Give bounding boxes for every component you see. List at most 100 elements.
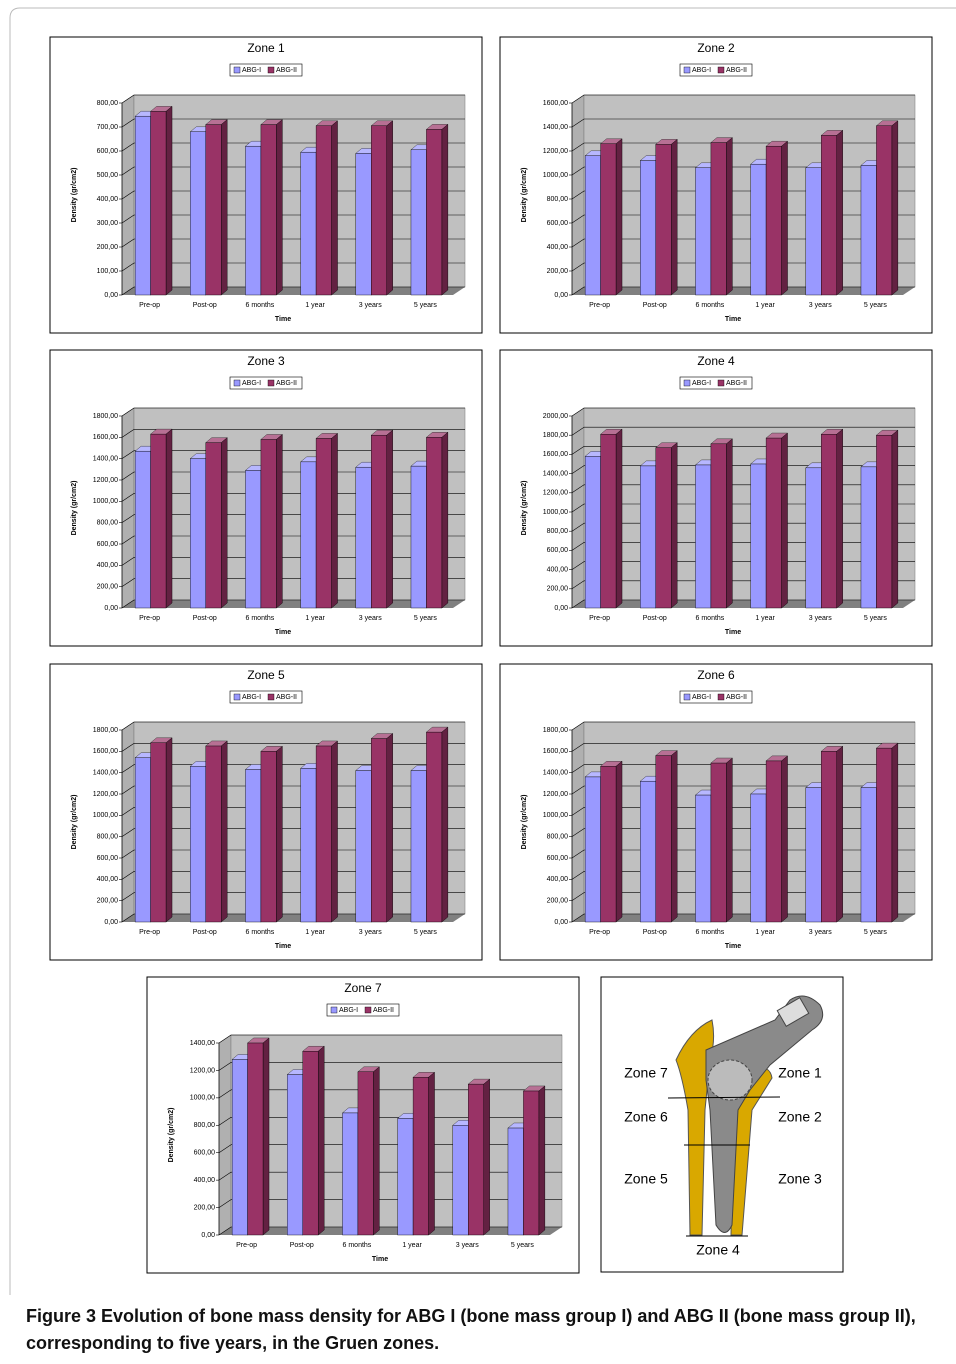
bar xyxy=(821,135,837,296)
y-tick-label: 1800,00 xyxy=(543,432,568,439)
bar-top-shade xyxy=(260,119,283,125)
y-tick-label: 0,00 xyxy=(554,292,568,299)
grid-line-side xyxy=(571,94,585,104)
grid-line-side xyxy=(121,238,135,248)
bar xyxy=(584,776,601,923)
bar-top-shade xyxy=(766,755,788,761)
back-wall xyxy=(133,407,466,601)
legend-label: ABG-I xyxy=(692,380,711,387)
bar-top-shade xyxy=(316,120,338,126)
y-tick-label: 100,00 xyxy=(97,268,119,275)
bar-top-shade xyxy=(600,429,623,435)
bar xyxy=(876,435,893,609)
grid-line-side xyxy=(121,785,135,795)
bar-top-shade xyxy=(468,1079,490,1085)
bar xyxy=(750,163,767,296)
bar xyxy=(468,1083,484,1236)
left-wall xyxy=(571,721,585,923)
bar xyxy=(805,467,822,609)
figure: Zone 7 Zone 1 Zone 6 Zone 2 Zone 5 Zone 3 Zone… xyxy=(9,7,956,1295)
bar-side-shade xyxy=(441,432,448,608)
bar-top-shade xyxy=(821,746,843,752)
legend-swatch xyxy=(683,693,691,701)
y-tick-label: 0,00 xyxy=(554,605,568,612)
bar xyxy=(371,125,387,296)
bar xyxy=(710,443,727,609)
bar xyxy=(205,124,222,296)
bar-side-shade xyxy=(386,733,393,922)
bar xyxy=(805,787,822,923)
legend-label: ABG-II xyxy=(726,694,747,701)
grid-line-side xyxy=(218,1199,232,1208)
bar-top-shade xyxy=(876,120,898,126)
y-tick-label: 800,00 xyxy=(547,196,569,203)
legend-label: ABG-II xyxy=(276,67,297,74)
legend-label: ABG-I xyxy=(692,67,711,74)
x-tick-label: Post-op xyxy=(643,929,667,936)
bar-top-shade xyxy=(766,433,788,439)
bar-side-shade xyxy=(836,130,843,295)
x-tick-label: 5 years xyxy=(414,302,437,309)
grid-line-side xyxy=(571,118,585,128)
bar-side-shade xyxy=(221,741,228,922)
bar-top-shade xyxy=(710,758,733,764)
grid-line-side xyxy=(218,1062,232,1071)
bar-side-shade xyxy=(166,429,173,608)
bar xyxy=(426,731,443,923)
bar-top-shade xyxy=(371,430,393,436)
y-tick-label: 1400,00 xyxy=(190,1040,215,1047)
grid-line-side xyxy=(571,580,585,590)
bar-top-shade xyxy=(260,434,283,440)
bar xyxy=(695,464,712,609)
y-tick-label: 400,00 xyxy=(547,876,569,883)
x-tick-label: 6 months xyxy=(696,615,725,622)
bar xyxy=(860,787,877,923)
y-tick-label: 1600,00 xyxy=(543,748,568,755)
y-axis-label: Density (gr/cm2) xyxy=(71,168,78,223)
bar-side-shade xyxy=(781,755,788,922)
bar xyxy=(655,144,672,296)
caption-text: Evolution of bone mass density for ABG I… xyxy=(26,1306,916,1353)
bar-side-shade xyxy=(483,1079,490,1235)
bar xyxy=(150,433,167,609)
x-tick-label: 1 year xyxy=(305,615,325,622)
y-tick-label: 200,00 xyxy=(97,244,119,251)
grid-line-side xyxy=(218,1144,232,1153)
x-axis-label: Time xyxy=(725,943,741,950)
bar xyxy=(600,766,617,923)
grid-line-side xyxy=(121,493,135,502)
grid-line-side xyxy=(571,166,585,176)
bar-side-shade xyxy=(538,1086,545,1235)
x-tick-label: 5 years xyxy=(511,1242,534,1249)
grid-line-side xyxy=(121,913,135,923)
x-tick-label: 3 years xyxy=(456,1242,479,1249)
bar-side-shade xyxy=(671,442,678,608)
bar-top-shade xyxy=(655,442,678,448)
bar-side-shade xyxy=(616,761,623,922)
bar xyxy=(695,167,712,296)
grid-line-side xyxy=(571,807,585,816)
bar xyxy=(640,781,656,923)
legend-box xyxy=(229,690,303,704)
bar xyxy=(876,747,893,923)
grid-line-side xyxy=(571,190,585,200)
bar xyxy=(640,160,656,296)
bar-top-shade xyxy=(205,119,228,125)
bar xyxy=(190,131,206,296)
grid-line-side xyxy=(121,190,135,200)
grid-line-side xyxy=(571,849,585,859)
grid-line-side xyxy=(121,166,135,176)
bar-top-shade xyxy=(655,139,678,145)
back-wall xyxy=(133,721,466,915)
legend-swatch xyxy=(683,379,691,387)
x-tick-label: 6 months xyxy=(246,929,275,936)
x-tick-label: 6 months xyxy=(246,615,275,622)
grid-line-side xyxy=(121,118,135,128)
chart-title: Zone 7 xyxy=(344,981,382,995)
grid-line-side xyxy=(218,1226,232,1236)
bar xyxy=(231,1059,248,1236)
legend-label: ABG-I xyxy=(242,67,261,74)
bar-side-shade xyxy=(891,743,898,922)
bar xyxy=(150,111,167,296)
y-tick-label: 1400,00 xyxy=(543,770,568,777)
